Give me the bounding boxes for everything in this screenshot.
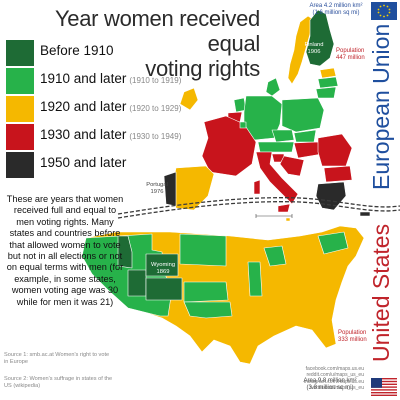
france-region xyxy=(201,115,257,177)
oklahoma-region xyxy=(183,301,233,319)
new-york-region xyxy=(317,231,349,255)
finland-label: Finland 1906 xyxy=(304,42,324,55)
legend-item-1920: 1920 and later (1920 to 1929) xyxy=(6,96,226,122)
czechia-region xyxy=(271,129,295,143)
eu-flag-icon xyxy=(371,2,397,20)
legend-item-1930: 1930 and later (1930 to 1949) xyxy=(6,124,226,150)
cyprus-region xyxy=(359,211,371,217)
legend-item-1950: 1950 and later xyxy=(6,152,226,178)
estonia-region xyxy=(319,67,337,79)
germany-region xyxy=(243,95,283,141)
sardinia-region xyxy=(253,179,261,195)
legend-swatch xyxy=(6,152,34,178)
illinois-region xyxy=(247,261,263,297)
legend-item-before-1910: Before 1910 xyxy=(6,40,226,66)
eu-area: Area 4.2 million km² (1.6 million sq mi) xyxy=(309,3,363,17)
explanatory-note: These are years that women received full… xyxy=(6,194,124,307)
us-population: Population 333 million xyxy=(338,330,367,344)
legend-swatch xyxy=(6,96,34,122)
scale-bar xyxy=(255,214,293,218)
page-title: Year women received equal voting rights xyxy=(54,6,260,81)
bulgaria-region xyxy=(323,165,353,183)
source-1: Source 1: smb.ac.at Women's right to vot… xyxy=(4,352,110,365)
source-2: Source 2: Women's suffrage in states of … xyxy=(4,376,113,389)
lithuania-region xyxy=(315,86,337,99)
luxembourg-region xyxy=(239,121,247,129)
eu-population: Population 447 million xyxy=(336,48,365,62)
michigan-region xyxy=(263,245,287,267)
utah-region xyxy=(127,269,147,297)
italy-region xyxy=(255,151,299,205)
dakotas-region xyxy=(179,233,227,267)
legend-swatch xyxy=(6,124,34,150)
malta-region xyxy=(285,217,291,222)
austria-region xyxy=(257,141,295,153)
ireland-region xyxy=(179,87,199,111)
finland-region xyxy=(305,9,335,67)
legend-item-1910: 1910 and later (1910 to 1919) xyxy=(6,68,226,94)
greece-region xyxy=(315,181,347,211)
denmark-region xyxy=(265,77,281,97)
wyoming-region xyxy=(145,253,179,277)
divider-line xyxy=(117,197,400,215)
us-flag-icon xyxy=(371,378,397,396)
us-area: Area 9.8 million km² (3.8 million sq mi) xyxy=(303,378,357,392)
idaho-region xyxy=(117,235,133,269)
legend-swatch xyxy=(6,68,34,94)
social-credits: facebook.com/maps.us.eu reddit.com/u/map… xyxy=(303,366,364,392)
kansas-region xyxy=(183,281,229,303)
poland-region xyxy=(281,97,325,133)
croatia-region xyxy=(279,155,305,177)
romania-region xyxy=(317,133,353,167)
portugal-region xyxy=(163,171,177,207)
us-region-label: United States xyxy=(368,223,394,362)
wyoming-label: Wyoming 1869 xyxy=(150,262,176,275)
colorado-region xyxy=(145,277,183,301)
legend-swatch xyxy=(6,40,34,66)
portugal-label: Portugal 1976 xyxy=(146,182,168,195)
eu-region-label: European Union xyxy=(368,23,394,190)
latvia-region xyxy=(317,76,339,89)
sicily-region xyxy=(277,203,291,213)
